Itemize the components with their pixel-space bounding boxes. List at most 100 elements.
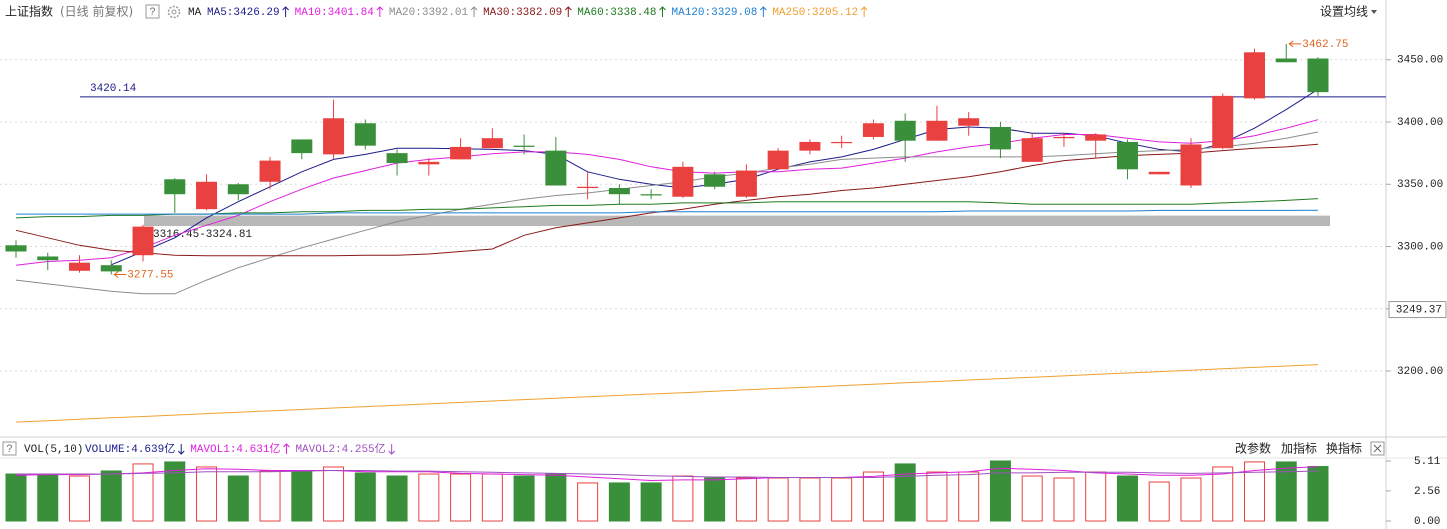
volume-bar <box>704 477 726 522</box>
trend-arrow <box>283 443 290 454</box>
candle-body <box>1180 144 1202 186</box>
close-cross[interactable] <box>1373 444 1382 453</box>
help-text[interactable]: ? <box>149 7 156 19</box>
volume-bar <box>1180 477 1202 522</box>
candle-body <box>196 181 218 210</box>
volume-bar <box>227 475 249 522</box>
volume-bar <box>164 461 186 522</box>
close-button[interactable] <box>1370 441 1385 456</box>
indicator-button[interactable]: 改参数 <box>1235 441 1271 456</box>
volume-bar <box>323 466 345 522</box>
candle-body <box>545 150 567 186</box>
candle-body <box>831 141 853 144</box>
period-label: (日线 前复权) <box>60 4 133 19</box>
indicator-button[interactable]: 换指标 <box>1326 441 1362 456</box>
close-box[interactable] <box>1370 441 1385 456</box>
candle-body <box>481 138 503 149</box>
price-marker-box <box>1388 301 1447 319</box>
candle-body <box>735 170 757 197</box>
legend-entry: MA30:3382.09 <box>483 7 562 19</box>
volume-title: VOL(5,10) <box>24 444 83 456</box>
candle-body <box>164 179 186 195</box>
y-tick-label: 5.11 <box>1414 456 1441 468</box>
ma-line <box>15 143 1319 257</box>
volume-bar <box>831 477 853 522</box>
index-name: 上证指数 <box>5 4 53 19</box>
candle-body <box>513 145 535 147</box>
volume-bar <box>291 470 313 522</box>
volume-bar <box>989 460 1011 522</box>
volume-bar <box>450 473 472 522</box>
help-icon[interactable] <box>145 4 160 19</box>
extreme-arrow <box>113 271 127 278</box>
volume-bar <box>196 466 218 522</box>
volume-bar <box>1085 471 1107 522</box>
price-marker-label: 3249.37 <box>1396 304 1442 316</box>
volume-bar <box>418 473 440 522</box>
ma-line <box>16 209 1319 215</box>
gear-outer[interactable] <box>167 5 181 19</box>
volume-bar <box>1148 481 1170 522</box>
trend-arrow <box>564 6 572 17</box>
volume-bar <box>735 477 757 522</box>
trend-arrow <box>759 6 767 17</box>
volume-bar <box>608 482 630 522</box>
legend-entry: MA250:3205.12 <box>772 7 858 19</box>
y-tick-label: 3350.00 <box>1397 179 1443 191</box>
volume-bar <box>259 470 281 522</box>
candle-body <box>37 256 59 261</box>
band-label: 3316.45-3324.81 <box>153 229 252 241</box>
gear-inner[interactable] <box>171 9 177 15</box>
candle-body <box>132 226 154 256</box>
volume-bar <box>672 475 694 522</box>
legend-entry: MA60:3338.48 <box>577 7 656 19</box>
candle-body <box>354 123 376 146</box>
dropdown-caret[interactable] <box>1371 10 1377 14</box>
candle-body <box>1085 134 1107 141</box>
candle-body <box>958 118 980 126</box>
trend-arrow <box>659 6 666 17</box>
volume-bar <box>640 482 662 522</box>
settings-gear[interactable] <box>167 5 181 19</box>
candle-body <box>704 174 726 187</box>
volume-bar <box>37 473 59 522</box>
extreme-arrow <box>1288 40 1302 48</box>
legend-entry: MA10:3401.84 <box>295 7 375 19</box>
trend-arrow <box>470 6 478 17</box>
candle-body <box>1212 95 1234 149</box>
candle-body <box>799 141 821 151</box>
candle-body <box>989 126 1011 150</box>
trend-arrow <box>388 444 396 455</box>
legend-entry: MA20:3392.01 <box>389 7 469 19</box>
volume-bar <box>894 463 916 522</box>
mavol-line <box>15 466 1319 482</box>
volume-bar <box>132 463 154 522</box>
help-icon[interactable] <box>2 441 17 456</box>
y-tick-label: 0.00 <box>1414 516 1440 528</box>
extreme-label: 3277.55 <box>127 269 173 281</box>
candle-body <box>767 150 789 170</box>
legend-entry: MAVOL2:4.255亿 <box>295 442 385 456</box>
price-line-label: 3420.14 <box>90 83 137 95</box>
candle-body <box>672 166 694 197</box>
candle-body <box>1116 141 1138 170</box>
candle-body <box>1148 171 1170 175</box>
candle-body <box>227 184 249 195</box>
y-tick-label: 2.56 <box>1414 486 1440 498</box>
help-text[interactable]: ? <box>6 444 13 456</box>
candle-body <box>1021 138 1043 162</box>
ma-line <box>15 198 1319 219</box>
volume-bar <box>69 475 91 522</box>
trend-arrow <box>376 6 384 17</box>
support-band <box>144 215 1330 227</box>
indicator-button[interactable]: 加指标 <box>1281 441 1317 456</box>
candle-body <box>418 161 440 165</box>
candle-body <box>259 160 281 182</box>
volume-bar <box>1275 461 1297 522</box>
ma-settings[interactable]: 设置均线 <box>1320 5 1368 19</box>
volume-bar <box>5 473 27 522</box>
volume-bar <box>1116 475 1138 522</box>
ma-line <box>15 364 1319 423</box>
